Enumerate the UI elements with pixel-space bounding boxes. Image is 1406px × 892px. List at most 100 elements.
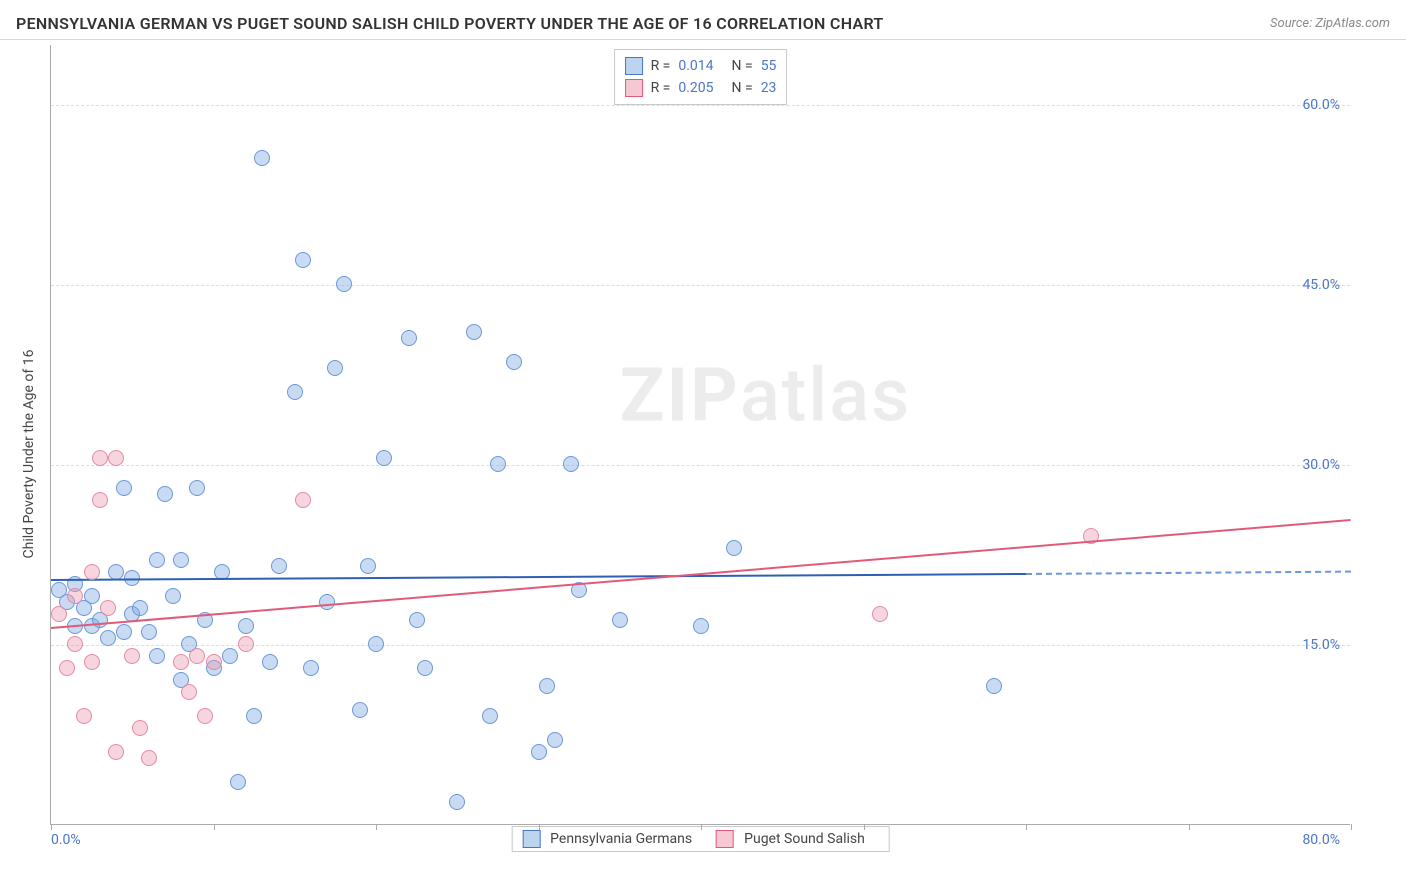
data-point xyxy=(303,660,319,676)
data-point xyxy=(409,612,425,628)
legend-series-label: Puget Sound Salish xyxy=(744,831,865,847)
data-point xyxy=(986,678,1002,694)
x-tick xyxy=(376,824,377,830)
data-point xyxy=(141,624,157,640)
trend-line xyxy=(51,573,1026,581)
data-point xyxy=(490,456,506,472)
x-tick xyxy=(51,824,52,830)
gridline xyxy=(51,465,1350,466)
data-point xyxy=(100,600,116,616)
data-point xyxy=(319,594,335,610)
x-tick xyxy=(214,824,215,830)
legend-n-label: N = xyxy=(732,58,753,74)
correlation-legend: R =0.014N =55R =0.205N =23 xyxy=(614,49,788,105)
data-point xyxy=(132,600,148,616)
data-point xyxy=(84,588,100,604)
y-tick-label: 45.0% xyxy=(1302,277,1340,293)
x-tick xyxy=(864,824,865,830)
data-point xyxy=(368,636,384,652)
watermark: ZIPatlas xyxy=(620,352,912,439)
data-point xyxy=(173,654,189,670)
data-point xyxy=(246,708,262,724)
data-point xyxy=(132,720,148,736)
legend-r-label: R = xyxy=(651,80,671,96)
data-point xyxy=(92,450,108,466)
data-point xyxy=(67,636,83,652)
x-axis-max-label: 80.0% xyxy=(1302,832,1340,848)
legend-swatch xyxy=(625,57,643,75)
data-point xyxy=(189,480,205,496)
legend-row: R =0.014N =55 xyxy=(625,55,777,77)
data-point xyxy=(238,636,254,652)
x-tick xyxy=(1351,824,1352,830)
data-point xyxy=(59,660,75,676)
data-point xyxy=(482,708,498,724)
data-point xyxy=(100,630,116,646)
data-point xyxy=(116,624,132,640)
data-point xyxy=(76,708,92,724)
data-point xyxy=(531,744,547,760)
data-point xyxy=(327,360,343,376)
data-point xyxy=(262,654,278,670)
data-point xyxy=(108,450,124,466)
y-tick-label: 60.0% xyxy=(1302,97,1340,113)
x-tick xyxy=(1189,824,1190,830)
scatter-plot-area: ZIPatlas R =0.014N =55R =0.205N =23 0.0%… xyxy=(50,45,1350,825)
data-point xyxy=(726,540,742,556)
data-point xyxy=(51,606,67,622)
y-tick-label: 30.0% xyxy=(1302,457,1340,473)
data-point xyxy=(506,354,522,370)
data-point xyxy=(376,450,392,466)
data-point xyxy=(84,564,100,580)
legend-n-label: N = xyxy=(732,80,753,96)
x-tick xyxy=(701,824,702,830)
data-point xyxy=(295,252,311,268)
data-point xyxy=(612,612,628,628)
legend-swatch xyxy=(625,79,643,97)
data-point xyxy=(693,618,709,634)
data-point xyxy=(563,456,579,472)
data-point xyxy=(287,384,303,400)
x-tick xyxy=(1026,824,1027,830)
legend-swatch xyxy=(522,830,540,848)
data-point xyxy=(206,654,222,670)
trend-line-extension xyxy=(1026,571,1351,575)
legend-row: R =0.205N =23 xyxy=(625,77,777,99)
data-point xyxy=(197,708,213,724)
legend-n-value: 55 xyxy=(761,58,777,74)
legend-n-value: 23 xyxy=(761,80,777,96)
x-tick xyxy=(539,824,540,830)
data-point xyxy=(149,552,165,568)
data-point xyxy=(92,492,108,508)
data-point xyxy=(108,744,124,760)
data-point xyxy=(271,558,287,574)
x-axis-min-label: 0.0% xyxy=(51,832,81,848)
data-point xyxy=(352,702,368,718)
data-point xyxy=(157,486,173,502)
data-point xyxy=(181,684,197,700)
data-point xyxy=(238,618,254,634)
data-point xyxy=(222,648,238,664)
data-point xyxy=(67,588,83,604)
gridline xyxy=(51,105,1350,106)
data-point xyxy=(466,324,482,340)
data-point xyxy=(189,648,205,664)
data-point xyxy=(254,150,270,166)
data-point xyxy=(417,660,433,676)
data-point xyxy=(295,492,311,508)
y-axis-label: Child Poverty Under the Age of 16 xyxy=(21,350,37,559)
data-point xyxy=(141,750,157,766)
data-point xyxy=(872,606,888,622)
source-attribution: Source: ZipAtlas.com xyxy=(1270,16,1390,31)
data-point xyxy=(84,654,100,670)
data-point xyxy=(547,732,563,748)
data-point xyxy=(539,678,555,694)
data-point xyxy=(360,558,376,574)
legend-swatch xyxy=(716,830,734,848)
y-tick-label: 15.0% xyxy=(1302,637,1340,653)
legend-series-label: Pennsylvania Germans xyxy=(550,831,692,847)
data-point xyxy=(149,648,165,664)
gridline xyxy=(51,285,1350,286)
data-point xyxy=(165,588,181,604)
data-point xyxy=(401,330,417,346)
